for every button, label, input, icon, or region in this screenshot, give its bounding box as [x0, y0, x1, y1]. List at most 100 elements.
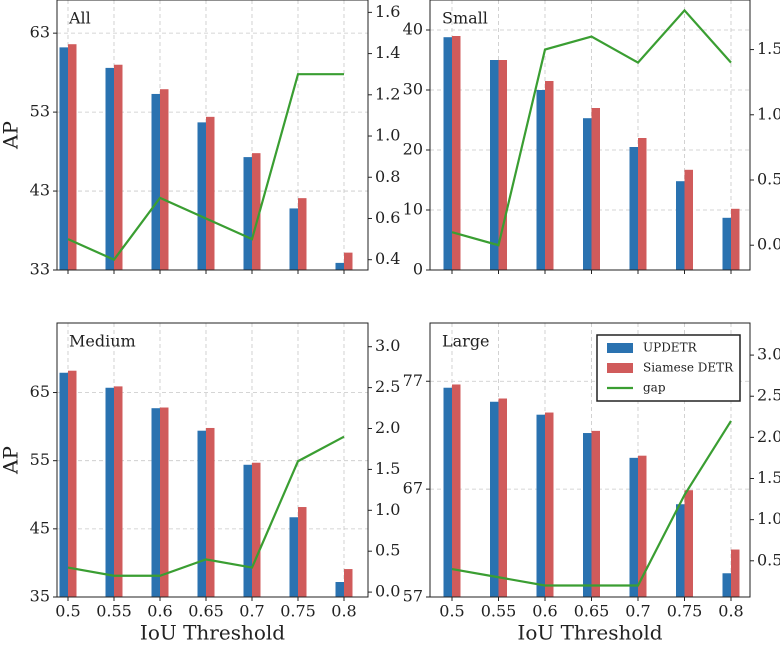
x-tick-label: 0.55	[481, 602, 517, 621]
legend-label: Siamese DETR	[643, 361, 734, 375]
bar	[151, 408, 160, 597]
y2-tick-label: 2.5	[375, 377, 400, 396]
x-axis-label: IoU Threshold	[517, 621, 662, 645]
plot-frame	[56, 322, 369, 598]
legend-label: gap	[643, 381, 666, 395]
bar	[638, 455, 647, 597]
x-tick-label: 0.7	[625, 602, 650, 621]
gap-line	[451, 8, 732, 247]
y2-tick-label: 1.0	[375, 500, 400, 519]
bar	[335, 582, 344, 597]
bar	[59, 372, 68, 597]
bar	[68, 370, 77, 597]
bar	[684, 490, 693, 597]
bar	[731, 549, 740, 597]
x-tick-label: 0.75	[667, 602, 703, 621]
bar	[443, 37, 452, 271]
panel: 0 10 20 30 40 0.0 0.5 1.0 1.5 Small	[403, 0, 780, 279]
y-tick-label: 43	[30, 181, 50, 200]
y2-tick-label: 0.0	[375, 582, 400, 601]
y2-tick-label: 1.0	[757, 104, 780, 123]
y-tick-label: 45	[30, 518, 50, 537]
x-axis-label: IoU Threshold	[140, 621, 285, 645]
y-tick-label: 40	[403, 20, 423, 39]
bar	[151, 93, 160, 271]
bar	[335, 262, 344, 270]
y2-tick-label: 0.5	[757, 170, 780, 189]
y2-tick-label: 1.5	[757, 39, 780, 58]
x-tick-label: 0.6	[147, 602, 172, 621]
y2-tick-label: 1.0	[375, 126, 400, 145]
y2-tick-label: 0.8	[375, 167, 400, 186]
y-axis-label: AP	[0, 121, 23, 150]
bar	[298, 198, 307, 270]
bar	[243, 464, 252, 597]
bar	[684, 169, 693, 270]
bar	[490, 60, 499, 270]
plot-frame	[429, 322, 751, 598]
bar	[545, 81, 554, 270]
x-tick-label: 0.8	[331, 602, 356, 621]
y-tick-label: 33	[30, 260, 50, 279]
bar	[536, 414, 545, 597]
bar	[498, 398, 507, 597]
bar	[583, 433, 592, 597]
y2-tick-label: 0.0	[757, 235, 780, 254]
bar	[591, 430, 600, 597]
y2-tick-label: 1.6	[375, 2, 400, 21]
panel: 33 43 53 63 0.4 0.6 0.8 1.0 1.2 1.4 1.6 All AP	[0, 0, 400, 279]
gap-line	[451, 420, 732, 587]
legend-label: UPDETR	[643, 341, 698, 355]
bar	[731, 208, 740, 270]
bar	[676, 181, 685, 270]
x-tick-label: 0.8	[718, 602, 743, 621]
y-tick-label: 77	[403, 371, 423, 390]
bar	[68, 44, 77, 270]
x-tick-label: 0.5	[55, 602, 80, 621]
plot-frame	[429, 0, 751, 271]
x-tick-label: 0.5	[439, 602, 464, 621]
x-tick-label: 0.75	[280, 602, 316, 621]
y-tick-label: 10	[403, 200, 423, 219]
x-tick-label: 0.65	[574, 602, 610, 621]
y-tick-label: 30	[403, 80, 423, 99]
panel-title: All	[68, 9, 91, 28]
y-axis-label: AP	[0, 446, 23, 475]
bar	[344, 569, 353, 597]
panel-title: Medium	[69, 332, 136, 351]
bar	[243, 157, 252, 270]
y2-tick-label: 2.0	[375, 418, 400, 437]
y2-tick-label: 0.6	[375, 208, 400, 227]
bar	[197, 430, 206, 597]
bar	[629, 147, 638, 270]
y-tick-label: 53	[30, 102, 50, 121]
y2-tick-label: 3.0	[375, 336, 400, 355]
bar	[722, 217, 731, 270]
x-tick-label: 0.55	[96, 602, 132, 621]
bar	[591, 108, 600, 270]
y2-tick-label: 3.0	[757, 345, 780, 364]
bar	[105, 387, 114, 597]
panel-title: Large	[442, 332, 490, 351]
bar	[105, 67, 114, 270]
y-tick-label: 67	[403, 479, 423, 498]
bar	[206, 116, 215, 270]
bar	[197, 122, 206, 270]
y2-tick-label: 2.5	[757, 386, 780, 405]
bar	[298, 507, 307, 597]
bar	[206, 427, 215, 597]
y-tick-label: 35	[30, 587, 50, 606]
panel: 57 67 77 0.5 1.0 1.5 2.0 2.5 3.0 0.5 0.55 0.6 0.65 0.…	[403, 322, 780, 645]
bar	[498, 60, 507, 270]
bar	[638, 138, 647, 270]
bar	[722, 573, 731, 597]
y-tick-label: 55	[30, 450, 50, 469]
gap-line	[67, 73, 344, 262]
bar	[629, 457, 638, 597]
bar	[252, 153, 261, 270]
y2-tick-label: 2.0	[757, 427, 780, 446]
y2-tick-label: 1.5	[757, 468, 780, 487]
bar	[452, 384, 461, 597]
y-tick-label: 63	[30, 23, 50, 42]
